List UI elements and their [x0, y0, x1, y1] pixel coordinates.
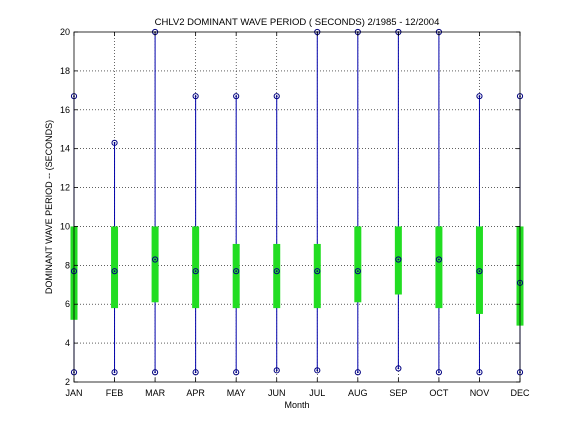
max-dot-apr	[194, 95, 197, 98]
max-marker-feb	[111, 139, 118, 146]
max-marker-apr	[192, 93, 199, 100]
min-marker-aug	[354, 369, 361, 376]
y-axis-label: DOMINANT WAVE PERIOD -- (SECONDS)	[44, 120, 54, 294]
max-marker-jun	[273, 93, 280, 100]
median-marker-feb	[111, 268, 118, 275]
median-dot-mar	[154, 258, 156, 261]
min-dot-mar	[154, 371, 156, 374]
median-dot-apr	[194, 270, 197, 273]
x-tick-label: JUL	[309, 388, 325, 398]
x-tick-label: MAY	[227, 388, 246, 398]
y-tick-label: 10	[60, 221, 70, 231]
median-marker-apr	[192, 268, 199, 275]
min-dot-aug	[356, 371, 359, 374]
y-tick-label: 14	[60, 144, 70, 154]
x-tick-label: MAR	[145, 388, 166, 398]
min-marker-feb	[111, 369, 118, 376]
min-marker-nov	[476, 369, 483, 376]
median-dot-nov	[478, 270, 481, 273]
x-tick-label: NOV	[470, 388, 490, 398]
median-marker-may	[233, 268, 240, 275]
max-marker-may	[233, 93, 240, 100]
min-dot-may	[235, 371, 238, 374]
x-tick-label: JAN	[65, 388, 82, 398]
min-dot-nov	[478, 371, 481, 374]
y-tick-label: 18	[60, 66, 70, 76]
max-marker-nov	[476, 93, 483, 100]
median-dot-may	[235, 270, 238, 273]
box-feb	[111, 226, 119, 309]
x-axis-label: Month	[284, 400, 309, 410]
box-jun	[273, 243, 281, 309]
box-sep	[394, 226, 402, 295]
min-marker-may	[233, 369, 240, 376]
min-dot-jul	[316, 369, 319, 372]
y-tick-label: 20	[60, 27, 70, 37]
y-tick-label: 2	[65, 377, 70, 387]
plot-frame	[73, 31, 521, 383]
min-marker-mar	[151, 369, 159, 376]
min-marker-jun	[273, 367, 280, 374]
axes: 2 4 6 8 10 12 14 16 18 20 JAN FEB MAR APR MAY JUN JUL AUG…	[60, 27, 530, 398]
median-marker-jul	[314, 268, 321, 275]
median-marker-aug	[354, 268, 361, 275]
chart-title: CHLV2 DOMINANT WAVE PERIOD ( SECONDS) 2/…	[155, 17, 440, 28]
y-tick-label: 6	[65, 299, 70, 309]
median-dot-oct	[438, 258, 440, 261]
box-apr	[192, 226, 200, 309]
x-tick-label: AUG	[348, 388, 368, 398]
box-jul	[313, 243, 321, 309]
min-dot-apr	[194, 371, 197, 374]
box-may	[232, 243, 240, 309]
min-dot-oct	[438, 371, 440, 374]
y-tick-label: 16	[60, 105, 70, 115]
max-dot-jun	[275, 95, 278, 98]
x-tick-label: OCT	[429, 388, 449, 398]
x-tick-label: SEP	[389, 388, 407, 398]
box-aug	[354, 226, 362, 303]
y-tick-label: 8	[65, 260, 70, 270]
min-dot-feb	[113, 371, 116, 374]
y-tick-label: 4	[65, 338, 70, 348]
median-marker-sep	[395, 256, 402, 263]
min-marker-sep	[395, 365, 402, 372]
median-dot-jun	[275, 270, 278, 273]
box-oct	[435, 226, 443, 309]
plot-background	[74, 32, 520, 382]
y-tick-label: 12	[60, 183, 70, 193]
box-mar	[151, 226, 159, 303]
median-marker-mar	[151, 256, 159, 263]
box-nov	[475, 226, 483, 314]
x-tick-label: FEB	[106, 388, 124, 398]
median-marker-nov	[476, 268, 483, 275]
x-tick-label: DEC	[510, 388, 530, 398]
max-dot-may	[235, 95, 238, 98]
min-dot-jun	[275, 369, 278, 372]
min-marker-apr	[192, 369, 199, 376]
max-dot-nov	[478, 95, 481, 98]
median-dot-jul	[316, 270, 319, 273]
median-dot-feb	[113, 270, 116, 273]
min-dot-sep	[397, 367, 400, 370]
min-marker-jul	[314, 367, 321, 374]
median-marker-oct	[435, 256, 443, 263]
median-dot-aug	[356, 270, 359, 273]
max-dot-feb	[113, 141, 116, 144]
median-dot-sep	[397, 258, 400, 261]
median-marker-jun	[273, 268, 280, 275]
x-tick-label: APR	[186, 388, 205, 398]
x-tick-label: JUN	[268, 388, 286, 398]
min-marker-oct	[435, 369, 443, 376]
